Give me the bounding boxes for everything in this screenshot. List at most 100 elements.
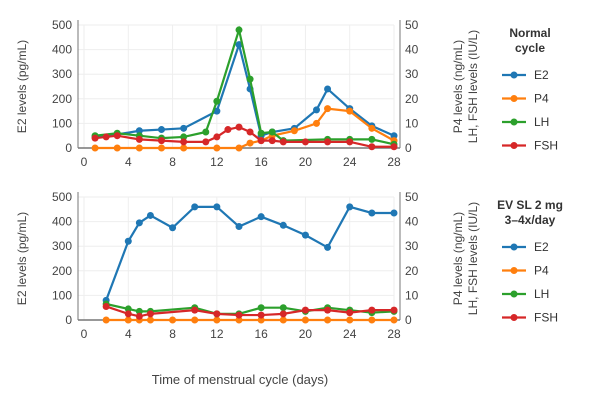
- data-point-E2: [213, 203, 221, 211]
- data-point-P4: [146, 316, 154, 324]
- data-point-P4: [91, 144, 99, 152]
- x-tick-label: 0: [81, 155, 88, 169]
- y-axis-label: E2 levels (pg/mL): [15, 212, 29, 305]
- data-point-P4: [113, 144, 121, 152]
- data-point-E2: [235, 223, 243, 231]
- data-point-P4: [169, 316, 177, 324]
- data-point-FSH: [257, 311, 265, 319]
- panel-1: 0 4 8 12 16 20 24 28 0 100 200 300 400 500 0 10 20 30 40 50…: [15, 18, 558, 169]
- data-point-LH: [202, 128, 210, 136]
- legend-marker: [510, 243, 518, 251]
- data-point-FSH: [368, 306, 376, 314]
- x-tick-label: 20: [299, 327, 313, 341]
- data-point-E2: [390, 132, 398, 140]
- legend-label-FSH: FSH: [534, 311, 558, 325]
- y2-axis-label: P4 levels (ng/mL): [451, 212, 465, 305]
- y2-tick-label: 20: [405, 264, 419, 278]
- legend-marker: [510, 95, 518, 102]
- y2-axis-label: P4 levels (ng/mL): [451, 40, 465, 133]
- data-point-FSH: [91, 134, 99, 142]
- data-point-FSH: [113, 132, 121, 140]
- data-point-FSH: [346, 309, 354, 317]
- y-tick-label: 500: [52, 18, 72, 32]
- data-point-E2: [124, 237, 132, 245]
- data-point-P4: [235, 144, 243, 152]
- data-point-FSH: [124, 310, 132, 318]
- y-axis-label: E2 levels (pg/mL): [15, 40, 29, 133]
- data-point-E2: [368, 209, 376, 217]
- y-tick-label: 300: [52, 67, 72, 81]
- series-line-LH: [94, 25, 395, 146]
- data-point-FSH: [135, 135, 143, 143]
- data-point-E2: [390, 209, 398, 217]
- legend-label-E2: E2: [534, 68, 549, 82]
- data-point-FSH: [268, 137, 276, 145]
- data-point-FSH: [180, 138, 188, 146]
- data-point-FSH: [191, 306, 199, 314]
- y-tick-label: 400: [52, 43, 72, 57]
- data-point-P4: [368, 124, 376, 132]
- data-point-E2: [313, 106, 320, 114]
- data-point-FSH: [102, 133, 110, 141]
- x-tick-label: 16: [254, 155, 268, 169]
- x-tick-label: 12: [210, 327, 224, 341]
- data-point-E2: [235, 41, 243, 49]
- x-axis-label: Time of menstrual cycle (days): [152, 372, 329, 387]
- data-point-LH: [135, 307, 143, 315]
- legend-marker: [510, 71, 518, 79]
- data-point-FSH: [390, 143, 398, 151]
- data-point-E2: [135, 127, 143, 135]
- data-point-LH: [180, 133, 188, 141]
- data-point-FSH: [368, 143, 376, 151]
- y-tick-label: 200: [52, 264, 72, 278]
- x-tick-label: 4: [125, 327, 132, 341]
- data-point-FSH: [324, 138, 332, 146]
- y2-tick-label: 40: [405, 43, 419, 57]
- data-point-E2: [169, 224, 177, 232]
- data-point-LH: [368, 135, 376, 143]
- data-point-P4: [390, 316, 398, 324]
- data-point-P4: [313, 119, 320, 127]
- legend-label-P4: P4: [534, 92, 549, 106]
- legend-title: 3–4x/day: [505, 213, 556, 227]
- y-tick-label: 200: [52, 92, 72, 106]
- y2-tick-label: 0: [405, 141, 412, 155]
- data-point-LH: [268, 128, 276, 136]
- data-point-E2: [158, 126, 165, 134]
- x-tick-label: 28: [387, 155, 401, 169]
- data-point-P4: [368, 316, 376, 324]
- data-point-P4: [346, 107, 354, 115]
- data-point-FSH: [224, 126, 232, 134]
- data-point-FSH: [279, 310, 287, 318]
- x-tick-label: 8: [169, 155, 176, 169]
- y2-axis-label: LH, FSH levels (IU/L): [466, 30, 480, 143]
- data-point-P4: [324, 316, 332, 324]
- legend-marker: [510, 118, 518, 126]
- data-point-E2: [346, 203, 354, 211]
- data-point-P4: [135, 144, 143, 152]
- y2-tick-label: 10: [405, 288, 419, 302]
- legend-marker: [510, 314, 518, 321]
- data-point-LH: [124, 305, 132, 313]
- y2-tick-label: 20: [405, 92, 419, 106]
- data-point-FSH: [346, 138, 354, 146]
- data-point-FSH: [158, 137, 165, 145]
- data-point-E2: [191, 203, 199, 211]
- data-point-P4: [290, 127, 298, 135]
- data-point-E2: [324, 85, 332, 93]
- y2-tick-label: 30: [405, 67, 419, 81]
- data-point-FSH: [246, 128, 254, 136]
- data-point-E2: [324, 243, 332, 251]
- y2-tick-label: 40: [405, 215, 419, 229]
- data-point-LH: [257, 304, 265, 312]
- y-tick-label: 400: [52, 215, 72, 229]
- y-tick-label: 0: [65, 141, 72, 155]
- x-tick-label: 20: [299, 155, 313, 169]
- data-point-P4: [235, 316, 243, 324]
- data-point-E2: [301, 231, 309, 239]
- data-point-FSH: [213, 133, 221, 141]
- x-tick-label: 28: [387, 327, 401, 341]
- data-point-FSH: [235, 123, 243, 131]
- data-point-FSH: [257, 137, 265, 145]
- panel-2: 0 4 8 12 16 20 24 28 0 100 200 300 400 500 0 10 20 30 40 50…: [15, 190, 563, 387]
